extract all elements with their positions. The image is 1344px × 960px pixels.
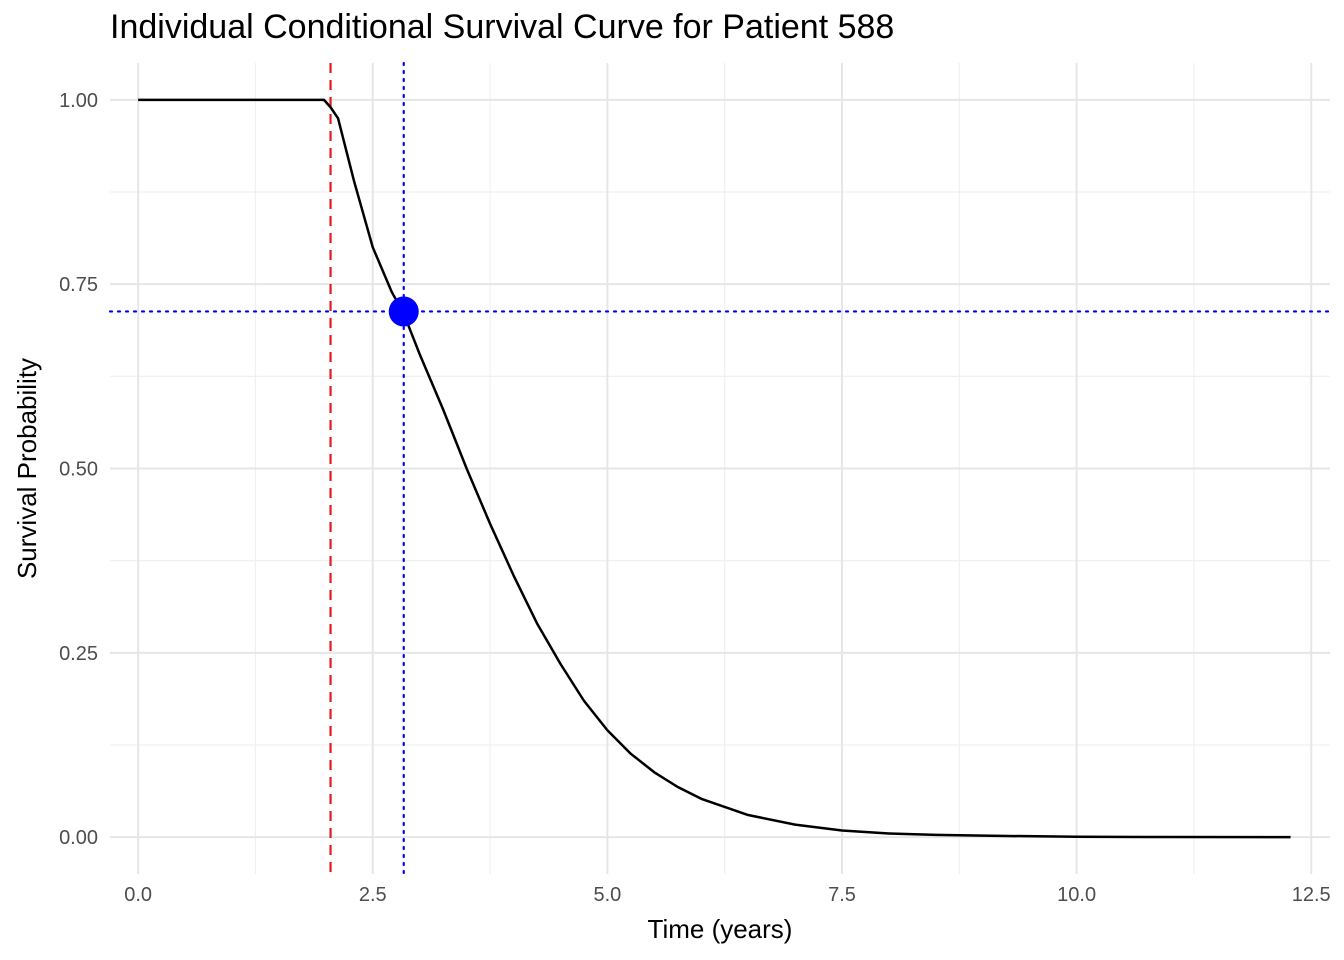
y-tick-label: 0.25 — [59, 643, 98, 665]
chart-title: Individual Conditional Survival Curve fo… — [110, 8, 895, 46]
y-tick-label: 1.00 — [59, 90, 98, 112]
grid-major — [110, 63, 1330, 874]
x-tick-label: 10.0 — [1057, 884, 1096, 906]
x-tick-labels: 0.0 2.5 5.0 7.5 10.0 12.5 — [124, 884, 1330, 906]
x-tick-label: 12.5 — [1292, 884, 1331, 906]
y-axis-title: Survival Probability — [12, 358, 42, 579]
y-tick-label: 0.75 — [59, 274, 98, 296]
x-tick-label: 5.0 — [593, 884, 621, 906]
series-layer — [138, 98, 1291, 839]
survival-estimate-point — [388, 296, 419, 327]
y-tick-label: 0.50 — [59, 459, 98, 481]
x-tick-label: 7.5 — [828, 884, 856, 906]
survival-curve — [138, 98, 1291, 839]
highlight-layer — [388, 296, 419, 327]
y-tick-labels: 0.00 0.25 0.50 0.75 1.00 — [59, 90, 98, 849]
y-tick-label: 0.00 — [59, 827, 98, 849]
x-tick-label: 2.5 — [359, 884, 387, 906]
reference-lines — [108, 61, 1332, 876]
x-tick-label: 0.0 — [124, 884, 152, 906]
x-axis-title: Time (years) — [648, 914, 793, 944]
